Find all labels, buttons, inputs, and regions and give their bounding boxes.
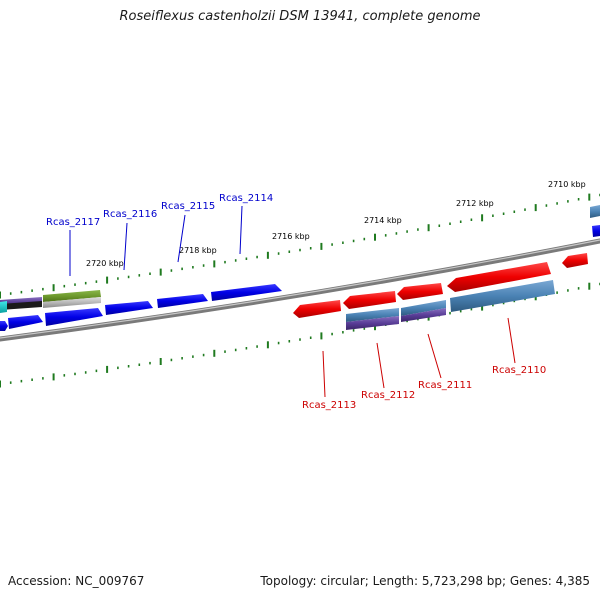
reverse-features (293, 253, 588, 318)
gene-feature[interactable] (105, 301, 153, 315)
genome-backbone (0, 238, 600, 342)
leader-rcas-2115 (177, 214, 186, 263)
gene-feature[interactable] (401, 308, 446, 322)
scale-labels: 2710 kbp 2712 kbp 2714 kbp 2716 kbp 2718… (86, 180, 586, 268)
gene-label-rcas-2114[interactable]: Rcas_2114 (219, 193, 273, 204)
leader-rcas-2113 (322, 350, 326, 398)
gene-feature[interactable] (590, 205, 600, 218)
scale-label-2718: 2718 kbp (179, 246, 217, 255)
leader-rcas-2110 (507, 317, 516, 364)
map-title: Roseiflexus castenholzii DSM 13941, comp… (119, 9, 481, 24)
gene-feature[interactable] (346, 308, 399, 322)
genome-backbone-highlight (0, 239, 600, 339)
gene-feature[interactable] (43, 290, 101, 302)
gene-feature[interactable] (0, 321, 8, 331)
genome-summary: Topology: circular; Length: 5,723,298 bp… (260, 574, 590, 588)
leader-rcas-2114 (239, 205, 243, 255)
gene-label-rcas-2113[interactable]: Rcas_2113 (302, 400, 356, 411)
leader-rcas-2111 (427, 333, 442, 379)
gene-feature[interactable] (8, 315, 43, 329)
gene-feature[interactable] (43, 297, 101, 308)
gene-label-rcas-2111[interactable]: Rcas_2111 (418, 380, 472, 391)
accession-label: Accession: NC_009767 (8, 574, 145, 588)
gene-label-rcas-2117[interactable]: Rcas_2117 (46, 217, 100, 228)
gene-labels: Rcas_2117 Rcas_2116 Rcas_2115 Rcas_2114 … (46, 193, 546, 411)
gene-feature[interactable] (447, 262, 551, 292)
gene-feature[interactable] (343, 291, 396, 309)
gene-feature[interactable] (562, 253, 588, 268)
leader-rcas-2112 (376, 342, 385, 389)
gene-feature[interactable] (450, 280, 555, 312)
gene-label-rcas-2116[interactable]: Rcas_2116 (103, 209, 157, 220)
forward-features-top (0, 205, 600, 315)
gene-feature[interactable] (45, 308, 103, 326)
gene-feature[interactable] (293, 300, 341, 318)
scale-label-2710: 2710 kbp (548, 180, 586, 189)
gene-feature[interactable] (211, 284, 282, 301)
reverse-paired-features (346, 280, 555, 330)
gene-label-rcas-2110[interactable]: Rcas_2110 (492, 365, 546, 376)
gene-feature[interactable] (157, 294, 208, 308)
gene-label-rcas-2112[interactable]: Rcas_2112 (361, 390, 415, 401)
gene-feature[interactable] (346, 316, 399, 330)
scale-label-2714: 2714 kbp (364, 216, 402, 225)
gene-label-rcas-2115[interactable]: Rcas_2115 (161, 201, 215, 212)
gene-feature[interactable] (0, 301, 7, 313)
scale-label-2720: 2720 kbp (86, 259, 124, 268)
scale-label-2716: 2716 kbp (272, 232, 310, 241)
gene-feature[interactable] (592, 225, 600, 237)
gene-feature[interactable] (397, 283, 443, 300)
gene-feature[interactable] (401, 300, 446, 316)
forward-features-lower (0, 225, 600, 331)
label-leaders (69, 205, 516, 398)
leader-rcas-2116 (123, 222, 128, 271)
gene-feature[interactable] (0, 301, 42, 310)
outer-tick-row (0, 193, 600, 299)
scale-label-2712: 2712 kbp (456, 199, 494, 208)
